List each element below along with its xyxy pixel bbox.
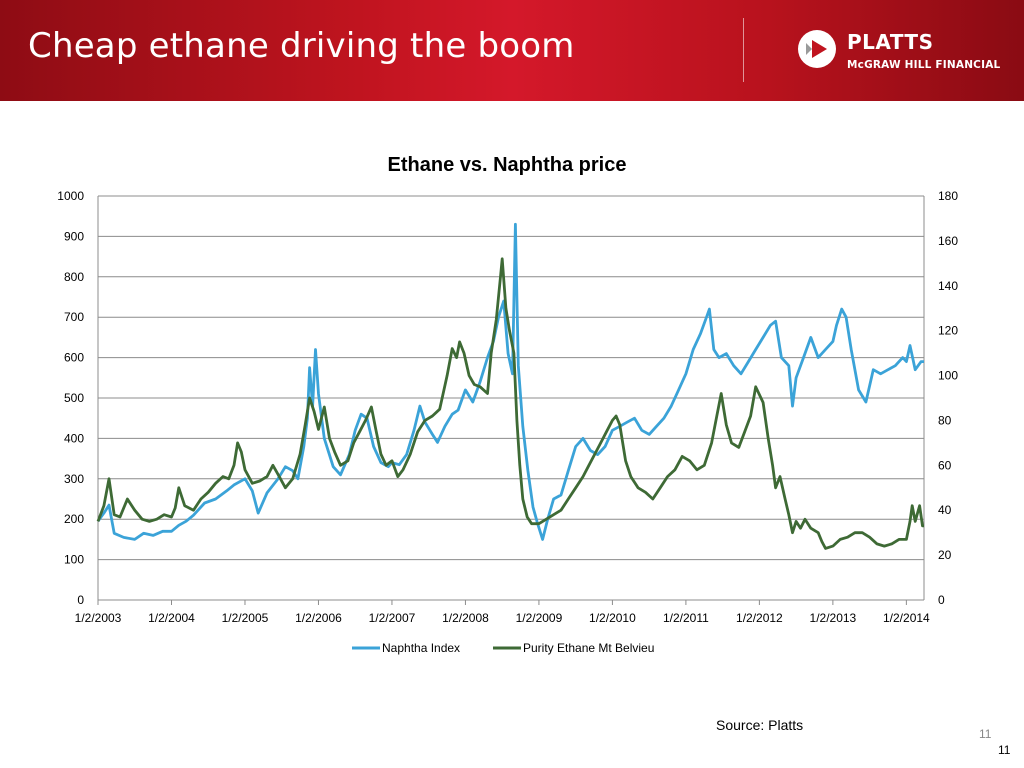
gridlines [97, 195, 925, 601]
source-note: Source: Platts [716, 717, 804, 733]
left-tick-label: 600 [64, 351, 84, 365]
x-tick-label: 1/2/2014 [883, 611, 930, 625]
right-tick-label: 0 [938, 593, 945, 607]
x-tick-label: 1/2/2008 [442, 611, 489, 625]
right-tick-label: 140 [938, 279, 958, 293]
x-tick-label: 1/2/2011 [663, 611, 709, 625]
legend-label: Purity Ethane Mt Belvieu [523, 641, 654, 655]
legend: Naphtha Index Purity Ethane Mt Belvieu [352, 641, 654, 655]
x-tick-label: 1/2/2004 [148, 611, 195, 625]
right-tick-label: 100 [938, 369, 958, 383]
x-axis-ticks: 1/2/2003 1/2/2004 1/2/2005 1/2/2006 1/2/2007… [75, 600, 930, 625]
x-tick-label: 1/2/2005 [222, 611, 269, 625]
footer-page-number: 11 [998, 743, 1011, 757]
left-tick-label: 0 [77, 593, 84, 607]
left-tick-label: 100 [64, 553, 84, 567]
left-axis-ticks: 0 100 200 300 400 500 600 700 800 900 1000 [57, 189, 84, 607]
platts-logo: PLATTS McGRAW HILL FINANCIAL [797, 29, 1001, 73]
brand-name: PLATTS [847, 30, 934, 54]
slide-number: 11 [979, 727, 992, 741]
chart-title: Ethane vs. Naphtha price [388, 154, 627, 176]
slide-header: Cheap ethane driving the boom PLATTS McG… [0, 0, 1024, 101]
series-line-purity-ethane-mt-belvieu [96, 257, 924, 550]
series-lines [96, 222, 924, 550]
right-axis-ticks: 0 20 40 60 80 100 120 140 160 180 [938, 189, 958, 607]
left-tick-label: 800 [64, 270, 84, 284]
platts-play-icon [798, 30, 836, 68]
left-tick-label: 300 [64, 472, 84, 486]
x-tick-label: 1/2/2007 [369, 611, 416, 625]
right-tick-label: 160 [938, 234, 958, 248]
left-tick-label: 500 [64, 391, 84, 405]
x-tick-label: 1/2/2012 [736, 611, 783, 625]
right-tick-label: 20 [938, 548, 952, 562]
x-tick-label: 1/2/2009 [516, 611, 563, 625]
legend-label: Naphtha Index [382, 641, 460, 655]
slide-title: Cheap ethane driving the boom [28, 26, 575, 66]
x-tick-label: 1/2/2006 [295, 611, 342, 625]
ethane-naphtha-chart: Ethane vs. Naphtha price 010020030040050… [57, 154, 958, 655]
x-tick-label: 1/2/2010 [589, 611, 636, 625]
left-tick-label: 1000 [57, 189, 84, 203]
right-tick-label: 60 [938, 458, 952, 472]
right-tick-label: 120 [938, 324, 958, 338]
right-tick-label: 40 [938, 503, 952, 517]
left-tick-label: 700 [64, 310, 84, 324]
left-tick-label: 900 [64, 229, 84, 243]
brand-subtitle: McGRAW HILL FINANCIAL [847, 59, 1001, 71]
header-divider [743, 18, 744, 82]
x-tick-label: 1/2/2013 [810, 611, 857, 625]
right-tick-label: 80 [938, 413, 952, 427]
series-line-naphtha-index [96, 222, 924, 541]
left-tick-label: 200 [64, 512, 84, 526]
x-tick-label: 1/2/2003 [75, 611, 122, 625]
right-tick-label: 180 [938, 189, 958, 203]
left-tick-label: 400 [64, 431, 84, 445]
